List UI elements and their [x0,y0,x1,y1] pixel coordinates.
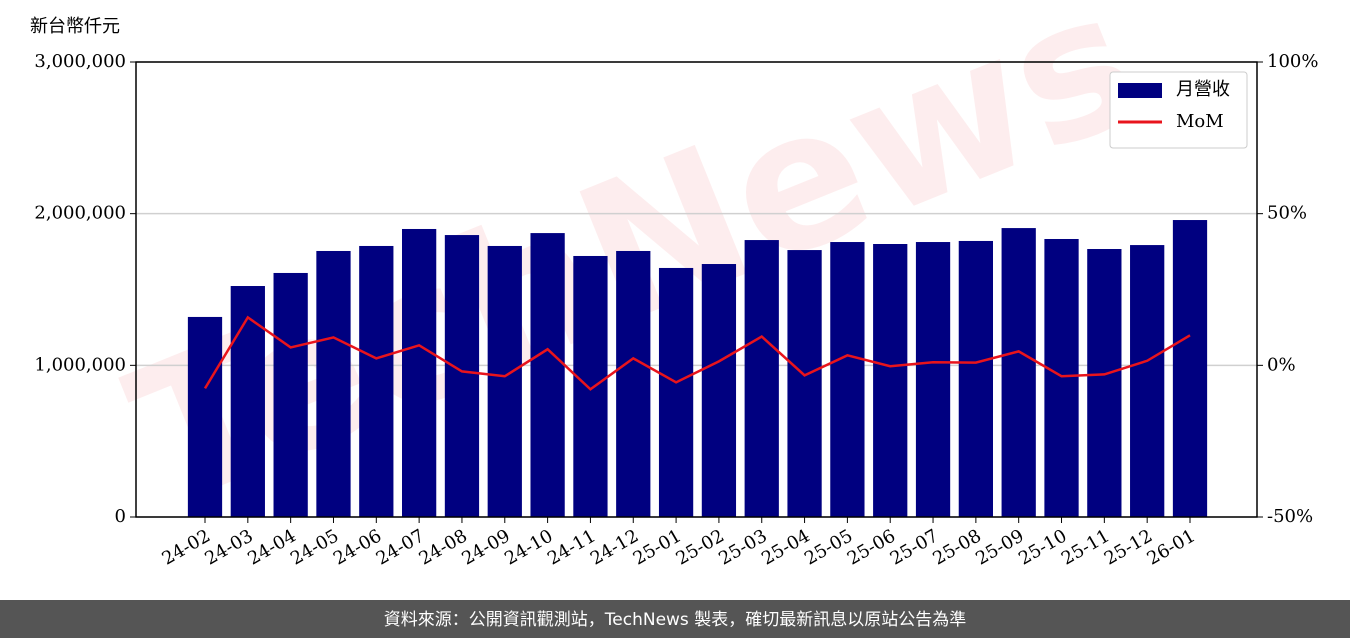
x-tick-label: 25-03 [715,525,770,569]
x-tick-label: 25-05 [801,525,856,569]
x-tick-label: 25-02 [672,525,727,569]
y-tick-label: 2,000,000 [34,203,126,224]
x-tick-label: 25-11 [1058,525,1113,569]
legend-label: 月營收 [1176,79,1230,100]
bar [873,244,908,517]
x-tick-label: 25-09 [972,525,1027,569]
x-tick-label: 25-01 [630,525,685,569]
bar [787,250,822,518]
bar [230,286,265,517]
bar [1001,228,1036,517]
y-tick-label: 0 [115,506,126,527]
bar [487,245,522,517]
x-tick-label: 24-05 [287,525,342,569]
x-tick-label: 25-04 [758,525,813,569]
x-tick-label: 25-12 [1101,525,1156,569]
bar [958,240,993,517]
y-tick-label: 1,000,000 [34,354,126,375]
footer: 資料來源：公開資訊觀測站，TechNews 製表，確切最新訊息以原站公告為準 [384,610,966,630]
bar [402,228,437,518]
x-tick-label: 24-12 [587,525,642,569]
bar [701,264,737,517]
bar [1044,238,1079,517]
x-tick-label: 24-10 [501,525,556,569]
x-tick-label: 24-06 [330,525,385,569]
bar [1172,220,1208,517]
x-tick-label: 25-06 [844,525,899,569]
y2-tick-label: -50% [1267,506,1313,527]
bar [316,250,351,517]
y2-tick-label: 100% [1267,51,1318,72]
x-tick-label: 25-07 [887,525,942,569]
y2-tick-label: 0% [1267,354,1296,375]
y-tick-label: 3,000,000 [34,51,126,72]
bar [1130,245,1165,518]
x-tick-label: 24-08 [416,525,471,569]
y2-tick-label: 50% [1267,203,1307,224]
bar [530,233,565,517]
bar [658,267,694,517]
bar [1087,249,1122,517]
plot-frame [135,61,1258,518]
x-tick-label: 24-09 [458,525,513,569]
x-tick-label: 24-11 [544,525,599,569]
x-tick-label: 24-07 [373,525,428,569]
bar [915,242,951,518]
x-tick-label: 26-01 [1144,525,1199,569]
footer-bar [0,600,1350,638]
bar [359,245,394,517]
bar [273,272,308,517]
legend-label: MoM [1176,111,1224,132]
bar [444,235,480,517]
x-tick-label: 24-04 [244,525,299,569]
x-tick-label: 25-08 [929,525,984,569]
line [203,315,1191,391]
bar [616,250,651,517]
bar [744,240,779,517]
y-axis-label: 新台幣仟元 [30,16,120,37]
bar [573,255,608,517]
bar [830,242,865,518]
legend-swatch [1118,83,1162,98]
bar [187,316,223,517]
x-tick-label: 25-10 [1015,525,1070,569]
